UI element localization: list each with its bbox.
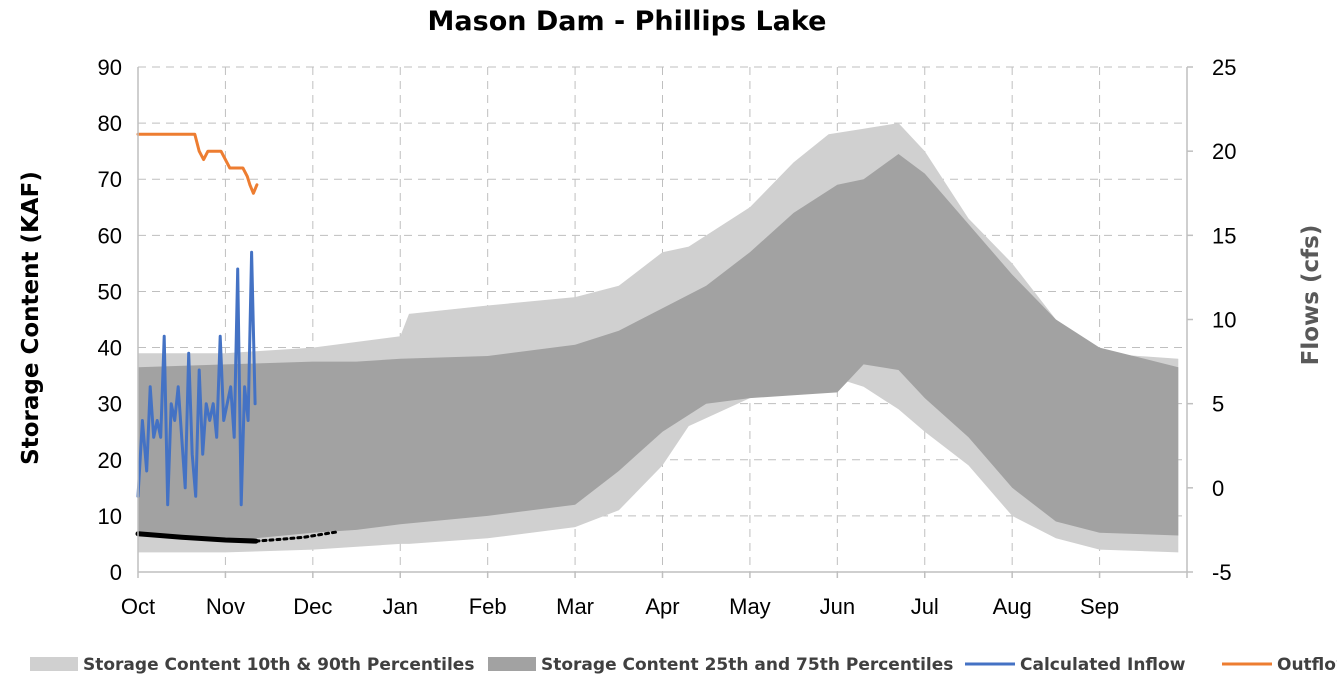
legend-label: Calculated Inflow — [1020, 655, 1186, 675]
y2-tick-label: 5 — [1212, 392, 1224, 417]
y2-tick-label: 10 — [1212, 308, 1236, 333]
percentile-bands — [138, 123, 1179, 553]
projected-storage-line — [254, 530, 341, 543]
legend: Storage Content 10th & 90th Percentiles S… — [30, 655, 1337, 675]
y-tick-label: 40 — [98, 336, 122, 361]
x-tick-label: Apr — [645, 594, 679, 619]
y2-tick-label: -5 — [1212, 560, 1232, 585]
x-tick-label: Sep — [1080, 594, 1119, 619]
y-tick-label: 0 — [110, 560, 122, 585]
x-tick-label: Dec — [293, 594, 332, 619]
legend-swatch — [488, 657, 536, 671]
y2-tick-label: 20 — [1212, 139, 1236, 164]
legend-label: Storage Content 10th & 90th Percentiles — [83, 655, 474, 675]
legend-label: Outflow — [1277, 655, 1337, 675]
y-tick-label: 50 — [98, 279, 122, 304]
y-axis-right-ticks: -5 0 5 10 15 20 25 — [1212, 55, 1236, 585]
x-tick-label: Nov — [206, 594, 245, 619]
axes — [137, 66, 1193, 578]
x-tick-label: Jun — [820, 594, 855, 619]
band-25-75-percentile — [138, 154, 1179, 542]
y-tick-label: 60 — [98, 223, 122, 248]
x-tick-label: Jan — [383, 594, 418, 619]
y-tick-label: 80 — [98, 111, 122, 136]
y-axis-left-ticks: 0 10 20 30 40 50 60 70 80 90 — [98, 55, 122, 585]
y-tick-label: 10 — [98, 504, 122, 529]
x-tick-label: May — [729, 594, 771, 619]
y-tick-label: 70 — [98, 167, 122, 192]
y-tick-label: 90 — [98, 55, 122, 80]
chart-title: Mason Dam - Phillips Lake — [428, 6, 827, 37]
x-tick-label: Aug — [993, 594, 1032, 619]
inflow-line — [136, 250, 257, 507]
series-lines — [135, 132, 341, 544]
current-storage-line — [135, 531, 259, 544]
x-tick-label: Jul — [911, 594, 939, 619]
y2-tick-label: 15 — [1212, 223, 1236, 248]
y-axis-left-label: Storage Content (KAF) — [18, 171, 44, 465]
y-tick-label: 20 — [98, 448, 122, 473]
x-tick-label: Feb — [469, 594, 507, 619]
outflow-line — [136, 132, 259, 195]
legend-label: Storage Content 25th and 75th Percentile… — [541, 655, 953, 675]
y2-tick-label: 0 — [1212, 476, 1224, 501]
x-tick-label: Oct — [121, 594, 155, 619]
y-tick-label: 30 — [98, 392, 122, 417]
y-axis-right-label: Flows (cfs) — [1298, 225, 1324, 366]
x-axis-ticks: Oct Nov Dec Jan Feb Mar Apr May Jun Jul Aug Sep — [121, 594, 1119, 619]
y2-tick-label: 25 — [1212, 55, 1236, 80]
x-tick-label: Mar — [556, 594, 594, 619]
legend-swatch — [30, 657, 78, 671]
